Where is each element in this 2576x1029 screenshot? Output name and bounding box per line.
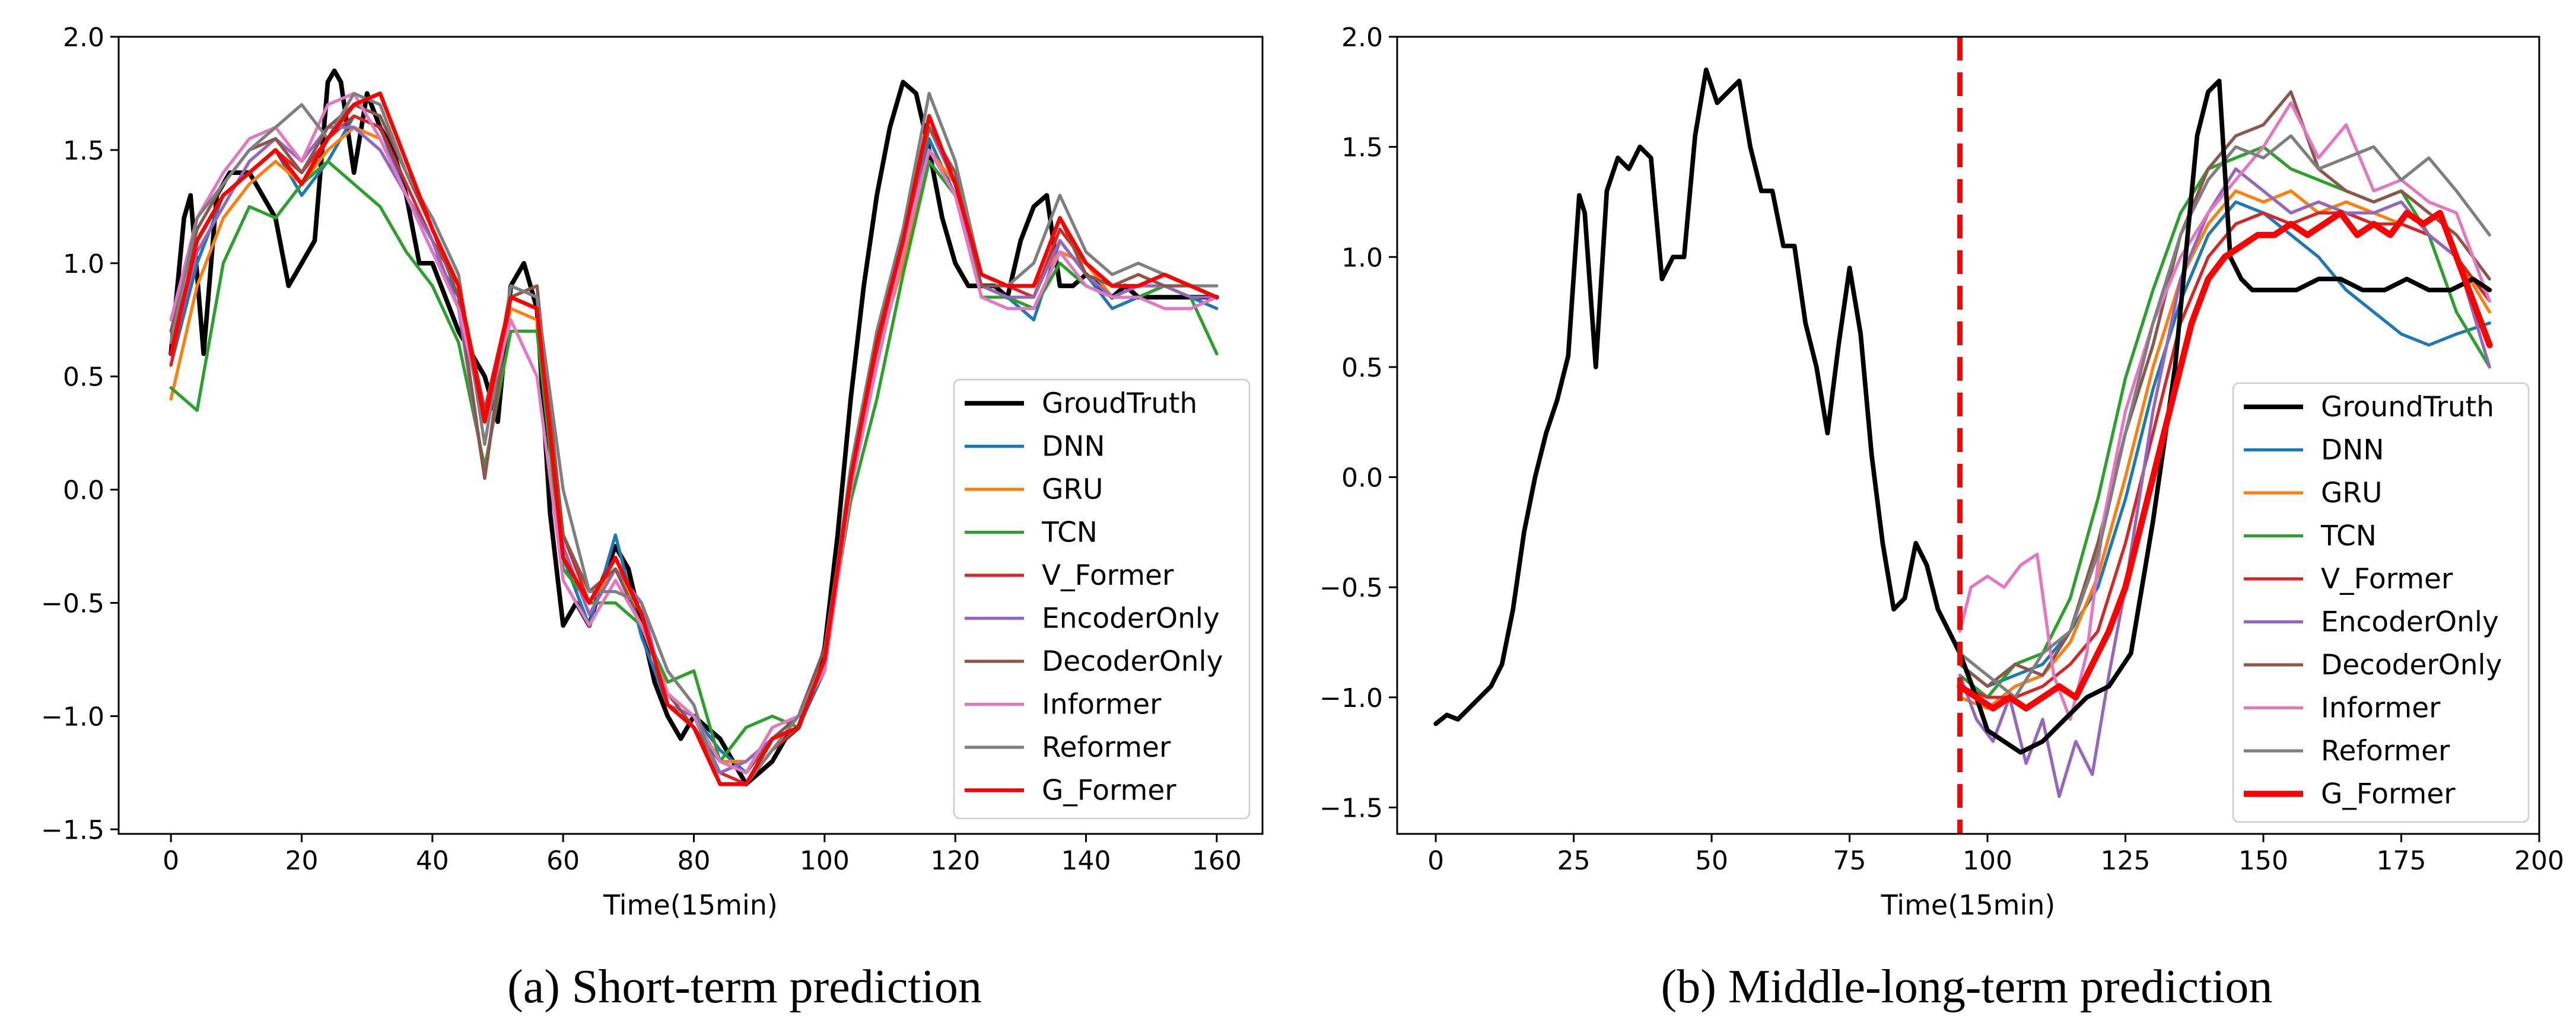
right-legend: GroundTruth DNN GRU TCN V_Former EncoderOnly D… <box>2232 382 2530 823</box>
right-legend-label: V_Former <box>2321 563 2453 595</box>
right-legend-label: DecoderOnly <box>2321 649 2502 681</box>
left-series-tcn <box>169 160 1219 763</box>
right-series-reformer <box>1958 134 2491 699</box>
right-xtick-label: 50 <box>1695 846 1728 876</box>
right-xtick-label: 125 <box>2101 846 2151 876</box>
left-ytick-label: −1.5 <box>41 815 104 845</box>
right-legend-label: TCN <box>2320 520 2377 553</box>
right-legend-box <box>2232 382 2530 823</box>
right-legend-label: Informer <box>2321 692 2441 725</box>
right-series-informer <box>1958 101 2491 721</box>
left-ytick-label: 1.5 <box>63 136 104 166</box>
left-xlabel: Time(15min) <box>603 889 778 921</box>
left-legend: GroudTruth DNN GRU TCN V_Former EncoderOnly De… <box>953 378 1251 820</box>
left-xtick-label: 160 <box>1192 846 1242 876</box>
left-xtick-label: 20 <box>285 846 318 876</box>
left-legend-label: Reformer <box>1042 731 1171 764</box>
right-ytick-label: 0.0 <box>1341 463 1383 493</box>
left-legend-box <box>953 378 1251 820</box>
left-xtick-label: 0 <box>163 846 179 876</box>
right-series-group <box>1433 67 2493 798</box>
left-xtick-label: 40 <box>416 846 449 876</box>
left-ytick-label: 1.0 <box>63 249 104 279</box>
right-xtick-label: 0 <box>1427 846 1444 876</box>
right-series-groundtruth <box>1433 67 2492 755</box>
left-series-g-former <box>168 91 1219 786</box>
left-ytick-label: 0.0 <box>63 476 104 506</box>
left-ytick-label: −0.5 <box>41 589 104 619</box>
right-xlabel: Time(15min) <box>1881 889 2056 921</box>
right-xtick-label: 175 <box>2377 846 2426 876</box>
left-xtick-label: 120 <box>930 846 980 876</box>
right-legend-label: Reformer <box>2321 735 2450 767</box>
right-xtick-label: 150 <box>2238 846 2288 876</box>
right-axes-frame <box>1396 36 2540 835</box>
left-legend-label: Informer <box>1042 689 1162 721</box>
left-series-informer <box>169 91 1219 775</box>
left-plot: 0 20 40 60 80 100 120 140 160 2.0 1.5 1.0 0.5 0.0 −0.5… <box>41 23 1264 921</box>
left-legend-label: GroudTruth <box>1042 387 1197 420</box>
panel-middle-long-term: 0 25 50 75 100 125 150 175 200 2.0 1.5 1.0 0.5 0.0 −0.… <box>1319 23 2564 1013</box>
right-ytick-label: 1.5 <box>1341 133 1383 163</box>
right-xtick-label: 25 <box>1557 846 1591 876</box>
left-ytick-label: 2.0 <box>63 23 104 53</box>
right-ytick-label: 0.5 <box>1341 353 1383 383</box>
right-legend-label: GRU <box>2321 477 2382 509</box>
right-ytick-label: 1.0 <box>1341 243 1383 273</box>
left-legend-label: EncoderOnly <box>1042 603 1220 635</box>
left-axes-frame <box>117 36 1264 835</box>
right-legend-label: EncoderOnly <box>2321 606 2499 639</box>
left-xtick-label: 80 <box>678 846 711 876</box>
left-xtick-label: 140 <box>1061 846 1111 876</box>
right-series-dnn <box>1958 200 2491 688</box>
right-legend-label: DNN <box>2321 434 2384 467</box>
right-xtick-label: 75 <box>1833 846 1866 876</box>
right-ytick-label: −0.5 <box>1319 573 1383 603</box>
right-legend-label: GroundTruth <box>2321 391 2494 423</box>
right-xtick-label: 200 <box>2514 846 2564 876</box>
left-ytick-label: −1.0 <box>41 702 104 732</box>
left-xtick-label: 100 <box>800 846 850 876</box>
left-legend-label: GRU <box>1042 473 1103 506</box>
left-series-reformer <box>169 91 1219 786</box>
left-legend-label: DecoderOnly <box>1042 645 1223 678</box>
right-legend-label: G_Former <box>2321 778 2456 811</box>
right-caption: (b) Middle-long-term prediction <box>1661 961 2273 1013</box>
left-series-group <box>168 68 1219 786</box>
left-ytick-label: 0.5 <box>63 362 104 393</box>
left-xtick-label: 60 <box>546 846 580 876</box>
left-legend-label: G_Former <box>1042 775 1176 807</box>
right-ytick-label: −1.0 <box>1319 683 1383 713</box>
left-legend-label: DNN <box>1042 431 1105 463</box>
panel-short-term: 0 20 40 60 80 100 120 140 160 2.0 1.5 1.0 0.5 0.0 −0.5… <box>41 23 1264 1013</box>
left-legend-label: V_Former <box>1042 559 1174 592</box>
right-plot: 0 25 50 75 100 125 150 175 200 2.0 1.5 1.0 0.5 0.0 −0.… <box>1319 23 2564 921</box>
right-ytick-label: 2.0 <box>1341 23 1383 53</box>
right-series-g-former <box>1957 209 2493 712</box>
right-xtick-label: 100 <box>1963 846 2012 876</box>
left-caption: (a) Short-term prediction <box>507 961 982 1013</box>
right-ytick-label: −1.5 <box>1319 793 1383 823</box>
left-legend-label: TCN <box>1041 517 1098 549</box>
